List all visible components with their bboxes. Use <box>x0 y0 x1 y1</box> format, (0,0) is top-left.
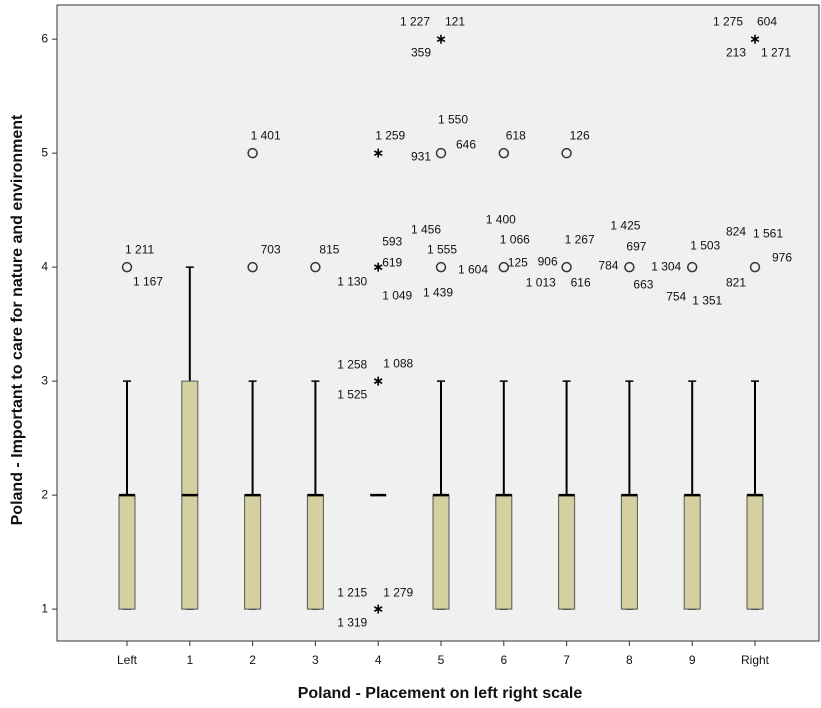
y-tick-label: 3 <box>41 373 48 387</box>
outlier-label: 697 <box>626 239 646 253</box>
outlier-star <box>373 262 383 272</box>
outlier-label: 824 <box>726 224 746 238</box>
outlier-label: 815 <box>319 242 339 256</box>
outlier-label: 1 215 <box>337 585 367 599</box>
x-tick-label: 5 <box>438 653 445 667</box>
x-tick-label: 7 <box>563 653 570 667</box>
outlier-label: 1 211 <box>125 242 154 256</box>
outlier-star <box>373 604 383 614</box>
outlier-label: 616 <box>571 275 591 289</box>
box <box>683 494 701 610</box>
outlier-label: 213 <box>726 45 746 59</box>
outlier-label: 1 013 <box>526 275 556 289</box>
outlier-star <box>436 34 446 44</box>
outlier-label: 1 439 <box>423 285 453 299</box>
box <box>306 494 324 610</box>
outlier-label: 593 <box>382 234 402 248</box>
x-axis-title: Poland - Placement on left right scale <box>298 685 583 702</box>
box <box>118 494 136 610</box>
outlier-circle <box>247 147 258 159</box>
outlier-star <box>373 148 383 158</box>
outlier-label: 1 550 <box>438 112 468 126</box>
y-tick-label: 6 <box>41 31 48 45</box>
outlier-label: 1 259 <box>375 128 405 142</box>
outlier-label: 1 088 <box>383 356 413 370</box>
outlier-label: 1 503 <box>690 238 720 252</box>
x-tick-label: Right <box>741 653 770 667</box>
outlier-label: 618 <box>506 128 526 142</box>
outlier-label: 1 400 <box>486 212 516 226</box>
box <box>495 494 513 610</box>
outlier-label: 1 227 <box>400 14 430 28</box>
x-tick-label: 2 <box>249 653 256 667</box>
outlier-circle <box>624 261 635 273</box>
x-tick-label: 8 <box>626 653 633 667</box>
outlier-label: 1 275 <box>713 14 743 28</box>
outlier-circle <box>498 147 510 159</box>
outlier-label: 619 <box>382 255 402 269</box>
outlier-label: 821 <box>726 275 746 289</box>
box <box>558 494 576 610</box>
outlier-label: 1 258 <box>337 357 367 371</box>
outlier-star <box>750 34 760 44</box>
outlier-label: 1 279 <box>383 585 413 599</box>
outlier-star <box>373 376 383 386</box>
outlier-label: 604 <box>757 14 777 28</box>
outlier-circle <box>435 147 447 159</box>
y-axis-title: Poland - Important to care for nature an… <box>9 114 26 525</box>
y-tick-label: 2 <box>41 487 48 501</box>
outlier-label: 1 267 <box>565 232 595 246</box>
outlier-label: 906 <box>538 254 558 268</box>
outlier-circle <box>435 261 447 273</box>
outlier-label: 1 319 <box>337 615 367 629</box>
outlier-circle <box>749 261 761 273</box>
box <box>620 494 638 610</box>
x-tick-label: 6 <box>500 653 507 667</box>
box <box>244 494 262 610</box>
outlier-label: 1 167 <box>133 274 163 288</box>
outlier-label: 1 425 <box>610 218 640 232</box>
outlier-label: 359 <box>411 45 431 59</box>
outlier-label: 754 <box>666 289 686 303</box>
outlier-circle <box>121 261 133 273</box>
outlier-label: 976 <box>772 250 792 264</box>
outlier-label: 1 555 <box>427 242 457 256</box>
outlier-label: 931 <box>411 149 431 163</box>
outlier-label: 1 604 <box>458 262 488 276</box>
x-tick-label: 3 <box>312 653 319 667</box>
outlier-label: 1 304 <box>651 259 681 273</box>
outlier-label: 1 271 <box>761 45 791 59</box>
outlier-circle <box>247 261 258 273</box>
outlier-label: 663 <box>633 277 653 291</box>
outlier-label: 126 <box>570 128 590 142</box>
y-tick-label: 1 <box>41 601 48 615</box>
outlier-label: 1 066 <box>500 232 530 246</box>
outlier-label: 1 049 <box>382 288 412 302</box>
box <box>432 494 450 610</box>
outlier-label: 1 351 <box>692 293 722 307</box>
outlier-label: 1 525 <box>337 387 367 401</box>
x-tick-label: 4 <box>375 653 382 667</box>
outlier-label: 703 <box>261 242 281 256</box>
outlier-label: 646 <box>456 137 476 151</box>
outlier-label: 1 130 <box>337 274 367 288</box>
box <box>746 494 764 610</box>
outlier-circle <box>310 261 321 273</box>
outlier-label: 125 <box>508 255 528 269</box>
outlier-circle <box>561 261 572 273</box>
outlier-circle <box>498 261 510 273</box>
y-tick-label: 4 <box>41 259 48 273</box>
outlier-label: 784 <box>598 258 618 272</box>
outlier-label: 1 401 <box>251 128 281 142</box>
x-tick-label: 1 <box>186 653 193 667</box>
outlier-circle <box>686 261 698 273</box>
outlier-label: 121 <box>445 14 465 28</box>
y-tick-label: 5 <box>41 145 48 159</box>
outlier-label: 1 561 <box>753 226 783 240</box>
x-tick-label: Left <box>117 653 138 667</box>
outlier-label: 1 456 <box>411 222 441 236</box>
x-tick-label: 9 <box>689 653 696 667</box>
outlier-circle <box>561 147 572 159</box>
